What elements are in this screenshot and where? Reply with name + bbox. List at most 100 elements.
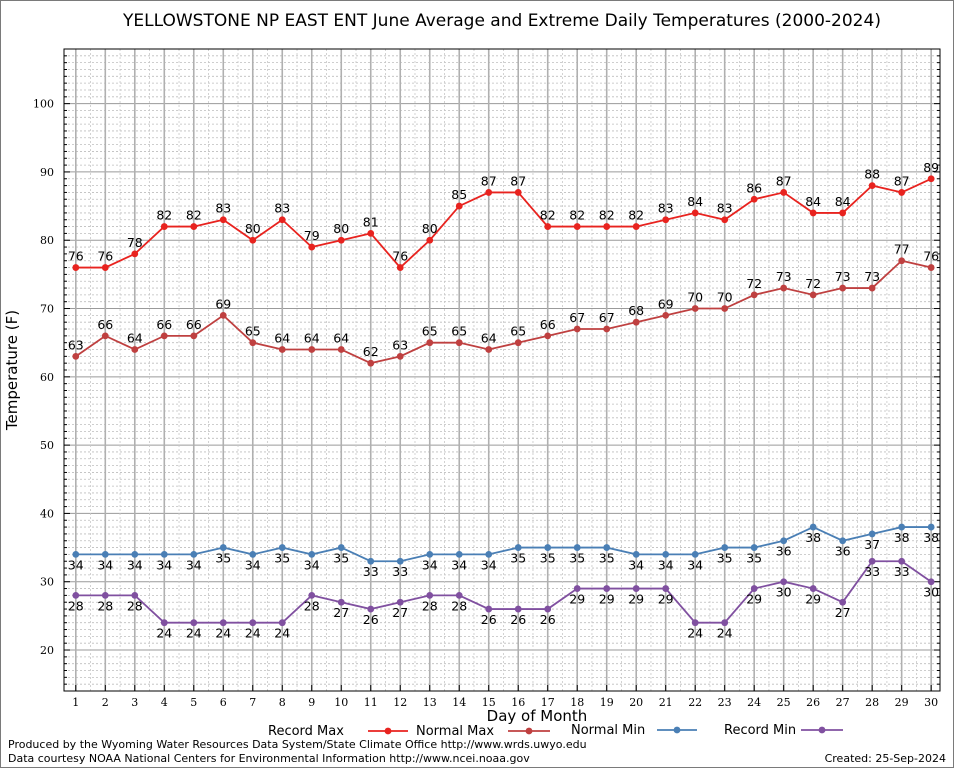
- data-label: 66: [156, 317, 172, 332]
- data-point: [131, 551, 139, 558]
- data-label: 35: [717, 551, 733, 566]
- data-label: 35: [746, 551, 762, 566]
- y-tick-label: 90: [40, 166, 54, 179]
- data-label: 65: [451, 324, 467, 339]
- data-label: 24: [717, 626, 733, 641]
- grid: [64, 48, 940, 692]
- series-line: [75, 259, 932, 365]
- x-tick-label: 13: [423, 696, 437, 709]
- data-label: 34: [245, 557, 261, 572]
- data-point: [337, 236, 345, 244]
- data-label: 33: [392, 564, 408, 579]
- series-record-max: 76 76 78 82 82 83 80 83 79 80 81 76 80 85 87 87 82 82 82 82…: [68, 160, 939, 271]
- data-label: 73: [776, 269, 792, 284]
- x-tick-label: 12: [393, 696, 407, 709]
- series-layer: 76 76 78 82 82 83 80 83 79 80 81 76 80 85 87 87 82 82 82 82…: [68, 160, 939, 641]
- x-tick-label: 28: [865, 696, 879, 709]
- data-point: [485, 551, 493, 558]
- y-tick-label: 70: [40, 303, 54, 316]
- data-point: [485, 605, 493, 613]
- data-label: 38: [923, 530, 939, 545]
- data-point: [514, 189, 522, 196]
- chart-title: YELLOWSTONE NP EAST ENT June Average and…: [122, 11, 881, 31]
- x-tick-label: 19: [600, 696, 614, 709]
- data-point: [809, 585, 817, 592]
- x-tick-label: 25: [777, 696, 791, 709]
- legend: Record Max Normal Max Normal Min Record Min: [268, 723, 843, 739]
- data-label: 68: [628, 303, 644, 318]
- x-tick-label: 11: [364, 696, 378, 709]
- data-label: 29: [805, 592, 821, 607]
- x-tick-label: 16: [511, 696, 525, 709]
- x-tick-label: 10: [334, 696, 348, 709]
- data-point: [780, 284, 788, 292]
- x-tick-label: 6: [220, 696, 227, 709]
- data-label: 24: [245, 626, 261, 641]
- footer-credit-line: Produced by the Wyoming Water Resources …: [8, 738, 587, 751]
- data-point: [514, 605, 522, 613]
- legend-swatch-marker: [525, 727, 533, 735]
- data-point: [219, 311, 227, 319]
- data-label: 73: [835, 269, 851, 284]
- data-point: [396, 598, 404, 606]
- data-point: [278, 544, 286, 551]
- data-label: 34: [304, 557, 320, 572]
- data-label: 82: [569, 208, 585, 223]
- data-point: [190, 551, 198, 558]
- data-point: [573, 325, 581, 333]
- y-tick-label: 100: [33, 98, 54, 111]
- data-point: [632, 318, 640, 326]
- data-point: [219, 619, 227, 627]
- data-label: 34: [127, 557, 143, 572]
- data-point: [721, 619, 729, 627]
- data-point: [278, 216, 286, 224]
- data-label: 80: [422, 221, 438, 236]
- data-point: [632, 223, 640, 230]
- data-label: 24: [274, 626, 290, 641]
- x-tick-label: 20: [629, 696, 643, 709]
- data-point: [72, 591, 80, 599]
- data-point: [573, 585, 581, 592]
- data-point: [750, 544, 758, 551]
- data-point: [750, 585, 758, 592]
- data-point: [485, 189, 493, 196]
- data-label: 27: [333, 605, 349, 620]
- data-point: [691, 551, 699, 558]
- x-tick-label: 17: [541, 696, 555, 709]
- data-label: 36: [835, 544, 851, 559]
- data-label: 66: [540, 317, 556, 332]
- data-point: [455, 551, 463, 558]
- legend-label: Record Min: [724, 723, 796, 738]
- x-tick-label: 5: [190, 696, 197, 709]
- data-point: [691, 619, 699, 627]
- y-tick-label: 50: [40, 439, 54, 452]
- legend-label: Record Max: [268, 724, 344, 739]
- legend-swatch-marker: [384, 727, 392, 735]
- data-point: [898, 257, 906, 265]
- data-point: [544, 332, 552, 340]
- data-label: 72: [805, 276, 821, 291]
- data-point: [809, 291, 817, 299]
- data-point: [839, 598, 847, 606]
- legend-item: Normal Max: [416, 724, 550, 739]
- data-label: 26: [481, 612, 497, 627]
- data-point: [367, 359, 375, 367]
- data-point: [426, 551, 434, 558]
- data-label: 83: [717, 201, 733, 216]
- data-point: [868, 557, 876, 565]
- data-point: [337, 544, 345, 551]
- y-tick-label: 30: [40, 576, 54, 589]
- data-point: [308, 551, 316, 558]
- x-tick-label: 3: [131, 696, 138, 709]
- data-point: [662, 216, 670, 224]
- data-point: [573, 223, 581, 230]
- data-point: [721, 305, 729, 312]
- data-point: [868, 182, 876, 189]
- data-point: [101, 551, 109, 558]
- legend-label: Normal Min: [571, 723, 645, 738]
- data-label: 78: [127, 235, 143, 250]
- data-label: 62: [363, 344, 379, 359]
- series-line: [75, 177, 932, 269]
- data-label: 38: [805, 530, 821, 545]
- legend-label: Normal Max: [416, 724, 494, 739]
